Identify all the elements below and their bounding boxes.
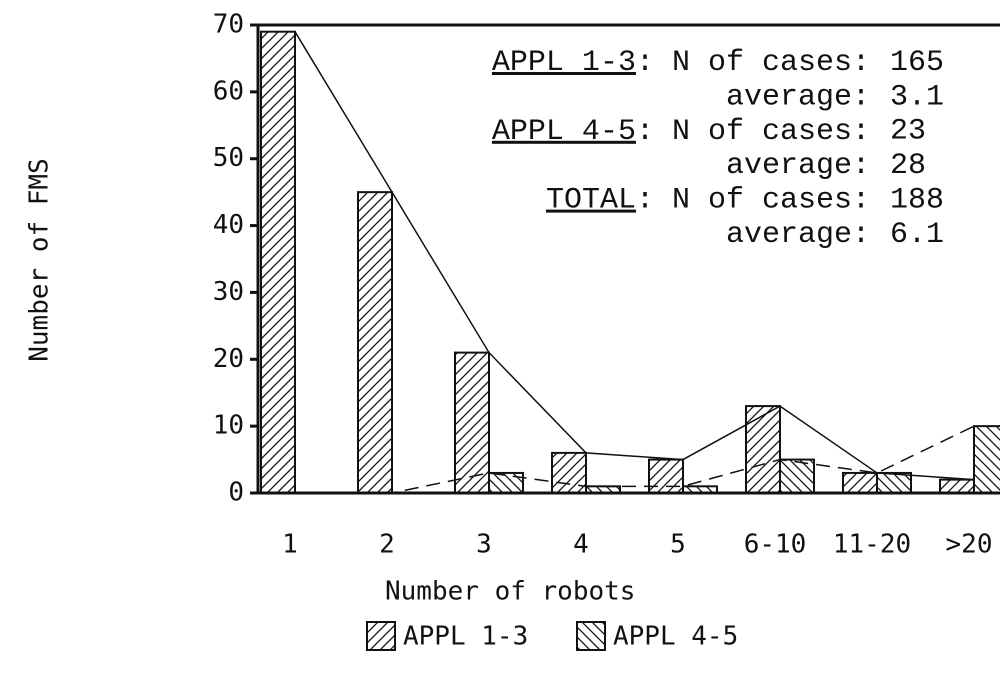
y-tick-label: 50 bbox=[213, 143, 244, 173]
annotation-text: average: bbox=[726, 80, 870, 114]
annotation-text: : N of cases: bbox=[636, 46, 870, 80]
annotation: TOTAL: N of cases: bbox=[546, 184, 870, 218]
bar bbox=[260, 30, 296, 495]
annotation-label: TOTAL bbox=[546, 184, 636, 218]
x-tick-label: >20 bbox=[946, 530, 993, 560]
x-tick-label: 2 bbox=[379, 530, 395, 560]
y-axis-title: Number of FMS bbox=[25, 158, 55, 362]
y-tick-label: 20 bbox=[213, 344, 244, 374]
annotation: APPL 1-3: N of cases: bbox=[492, 46, 870, 80]
annotation: APPL 4-5: N of cases: bbox=[492, 115, 870, 149]
bar bbox=[973, 425, 1000, 494]
series-line bbox=[295, 425, 975, 494]
legend-swatch bbox=[576, 621, 606, 651]
bar bbox=[357, 191, 393, 494]
bar bbox=[779, 458, 815, 495]
legend-swatch bbox=[366, 621, 396, 651]
x-tick-label: 11-20 bbox=[833, 530, 911, 560]
bar bbox=[648, 458, 684, 495]
annotation-label: APPL 1-3 bbox=[492, 46, 636, 80]
y-tick-label: 0 bbox=[228, 478, 244, 508]
y-tick-label: 30 bbox=[213, 277, 244, 307]
series-line bbox=[294, 31, 975, 481]
legend-label: APPL 1-3 bbox=[403, 622, 528, 652]
annotation-value: 165 bbox=[890, 46, 944, 80]
annotation-text: average: bbox=[726, 149, 870, 183]
bar bbox=[454, 351, 490, 494]
annotation-value: 23 bbox=[890, 115, 926, 149]
annotation-value: 188 bbox=[890, 184, 944, 218]
x-tick-label: 6-10 bbox=[744, 530, 807, 560]
bar bbox=[488, 471, 524, 495]
bar bbox=[551, 451, 587, 494]
annotation-text: : N of cases: bbox=[636, 184, 870, 218]
annotation: average: bbox=[726, 80, 870, 114]
x-tick-label: 3 bbox=[476, 530, 492, 560]
annotation-value: 28 bbox=[890, 149, 926, 183]
annotation-label: APPL 4-5 bbox=[492, 115, 636, 149]
x-tick-label: 4 bbox=[573, 530, 589, 560]
y-tick-label: 60 bbox=[213, 76, 244, 106]
x-axis-title: Number of robots bbox=[385, 577, 635, 607]
bar bbox=[939, 478, 975, 494]
bar bbox=[745, 405, 781, 495]
annotation: average: bbox=[726, 218, 870, 252]
annotation-text: : N of cases: bbox=[636, 115, 870, 149]
y-tick-label: 70 bbox=[213, 10, 244, 40]
annotation-text: average: bbox=[726, 218, 870, 252]
x-tick-label: 5 bbox=[670, 530, 686, 560]
y-tick-label: 10 bbox=[213, 411, 244, 441]
legend-label: APPL 4-5 bbox=[613, 622, 738, 652]
annotation: average: bbox=[726, 149, 870, 183]
bar bbox=[842, 471, 878, 495]
x-tick-label: 1 bbox=[282, 530, 298, 560]
bar bbox=[876, 471, 912, 495]
annotation-value: 3.1 bbox=[890, 80, 944, 114]
y-tick-label: 40 bbox=[213, 210, 244, 240]
annotation-value: 6.1 bbox=[890, 218, 944, 252]
